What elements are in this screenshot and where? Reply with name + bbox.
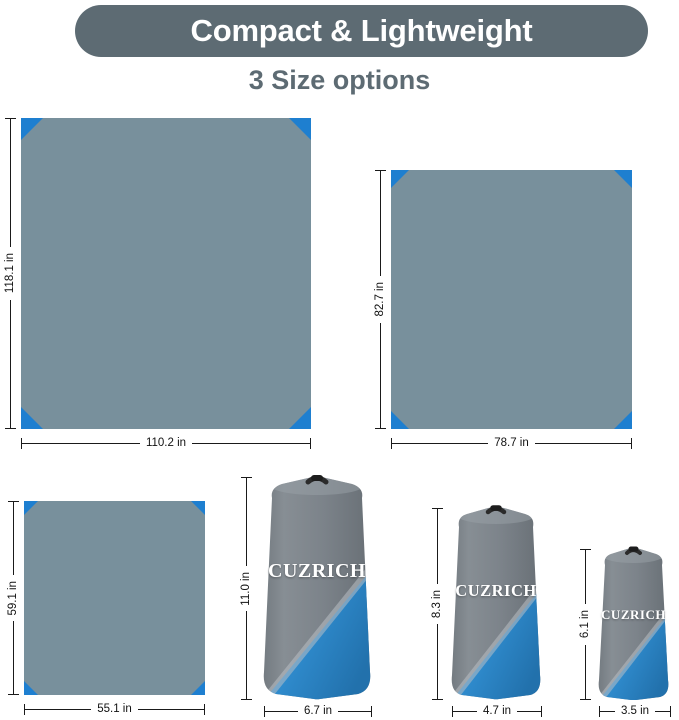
dimension-value: 4.7 in xyxy=(482,705,512,717)
small-sack-illustration xyxy=(598,546,669,700)
corner-patch-bottom-left xyxy=(21,407,43,429)
dimension-bar xyxy=(379,171,381,277)
dimension-bar xyxy=(9,299,11,429)
medium-blanket-width-dimension: 78.7 in xyxy=(391,434,632,452)
dimension-bar xyxy=(9,119,11,248)
dimension-bar xyxy=(600,710,615,712)
dimension-bar xyxy=(534,442,631,444)
dimension-cap xyxy=(371,705,373,717)
dimension-cap xyxy=(7,501,19,502)
dimension-cap xyxy=(21,437,22,449)
dimension-value: 55.1 in xyxy=(97,703,132,715)
small-sack: CUZRICH xyxy=(595,545,672,700)
dimension-value: 11.0 in xyxy=(240,571,252,606)
medium-blanket-height-dimension: 82.7 in xyxy=(371,170,389,429)
medium-sack: CUZRICH xyxy=(447,503,545,700)
dimension-cap xyxy=(579,549,591,550)
small-blanket-width-dimension: 55.1 in xyxy=(24,700,205,718)
dimension-bar xyxy=(245,611,247,699)
dimension-value: 110.2 in xyxy=(145,437,187,449)
dimension-value: 118.1 in xyxy=(4,253,16,294)
dimension-bar xyxy=(584,550,586,605)
dimension-value: 82.7 in xyxy=(374,282,386,317)
dimension-bar xyxy=(379,322,381,428)
large-sack-height-dimension: 11.0 in xyxy=(237,477,255,700)
page-title: Compact & Lightweight xyxy=(190,13,533,48)
dimension-cap xyxy=(4,118,16,119)
small-sack-width-dimension: 3.5 in xyxy=(599,702,672,720)
medium-sack-illustration xyxy=(451,505,541,700)
large-blanket-height-dimension: 118.1 in xyxy=(1,118,19,430)
dimension-bar xyxy=(655,710,671,712)
dimension-cap xyxy=(391,437,392,449)
corner-patch-top-left xyxy=(391,170,409,188)
corner-patch-top-right xyxy=(191,501,205,515)
dimension-value: 59.1 in xyxy=(7,580,19,616)
dimension-value: 6.7 in xyxy=(303,705,333,717)
dimension-cap xyxy=(599,705,600,717)
corner-patch-top-left xyxy=(24,501,38,515)
dimension-cap xyxy=(204,703,205,715)
dimension-cap xyxy=(431,699,443,701)
small-blanket xyxy=(24,501,205,695)
dimension-cap xyxy=(24,703,25,715)
dimension-bar xyxy=(12,502,14,575)
dimension-bar xyxy=(517,710,542,712)
dimension-cap xyxy=(240,477,252,478)
dimension-cap xyxy=(7,694,19,695)
dimension-value: 3.5 in xyxy=(620,705,650,717)
dimension-bar xyxy=(436,624,438,700)
dimension-bar xyxy=(338,710,372,712)
medium-sack-height-dimension: 8.3 in xyxy=(428,508,446,701)
dimension-bar xyxy=(137,708,204,710)
dimension-cap xyxy=(310,437,312,449)
dimension-bar xyxy=(453,710,477,712)
small-blanket-height-dimension: 59.1 in xyxy=(4,501,22,695)
corner-patch-bottom-left xyxy=(24,681,38,695)
dimension-bar xyxy=(392,442,489,444)
dimension-bar xyxy=(245,478,247,566)
dimension-bar xyxy=(192,442,311,444)
dimension-cap xyxy=(579,699,591,701)
dimension-bar xyxy=(584,644,586,700)
dimension-cap xyxy=(240,699,252,700)
dimension-value: 8.3 in xyxy=(431,589,443,619)
large-sack: CUZRICH xyxy=(258,472,376,700)
large-sack-width-dimension: 6.7 in xyxy=(264,702,373,720)
dimension-bar xyxy=(12,621,14,694)
header-pill: Compact & Lightweight xyxy=(75,5,648,57)
corner-patch-bottom-right xyxy=(191,681,205,695)
corner-patch-bottom-right xyxy=(614,411,632,429)
large-blanket-width-dimension: 110.2 in xyxy=(21,434,312,452)
dimension-bar xyxy=(22,442,140,444)
dimension-cap xyxy=(374,428,386,429)
corner-patch-top-left xyxy=(21,118,43,140)
dimension-cap xyxy=(670,705,672,717)
large-sack-illustration xyxy=(263,475,371,700)
corner-patch-bottom-left xyxy=(391,411,409,429)
dimension-cap xyxy=(431,508,443,509)
dimension-cap xyxy=(541,705,543,717)
corner-patch-top-right xyxy=(289,118,311,140)
dimension-bar xyxy=(436,509,438,584)
dimension-bar xyxy=(25,708,92,710)
corner-patch-top-right xyxy=(614,170,632,188)
dimension-cap xyxy=(374,170,386,171)
dimension-cap xyxy=(4,428,16,430)
dimension-value: 6.1 in xyxy=(579,610,591,639)
dimension-value: 78.7 in xyxy=(494,437,529,449)
small-sack-height-dimension: 6.1 in xyxy=(576,549,594,701)
large-blanket xyxy=(21,118,311,429)
dimension-bar xyxy=(265,710,298,712)
dimension-cap xyxy=(452,705,453,717)
medium-blanket xyxy=(391,170,632,429)
dimension-cap xyxy=(631,437,632,449)
page-subtitle: 3 Size options xyxy=(248,65,431,95)
corner-patch-bottom-right xyxy=(289,407,311,429)
medium-sack-width-dimension: 4.7 in xyxy=(452,702,543,720)
dimension-cap xyxy=(264,705,265,717)
